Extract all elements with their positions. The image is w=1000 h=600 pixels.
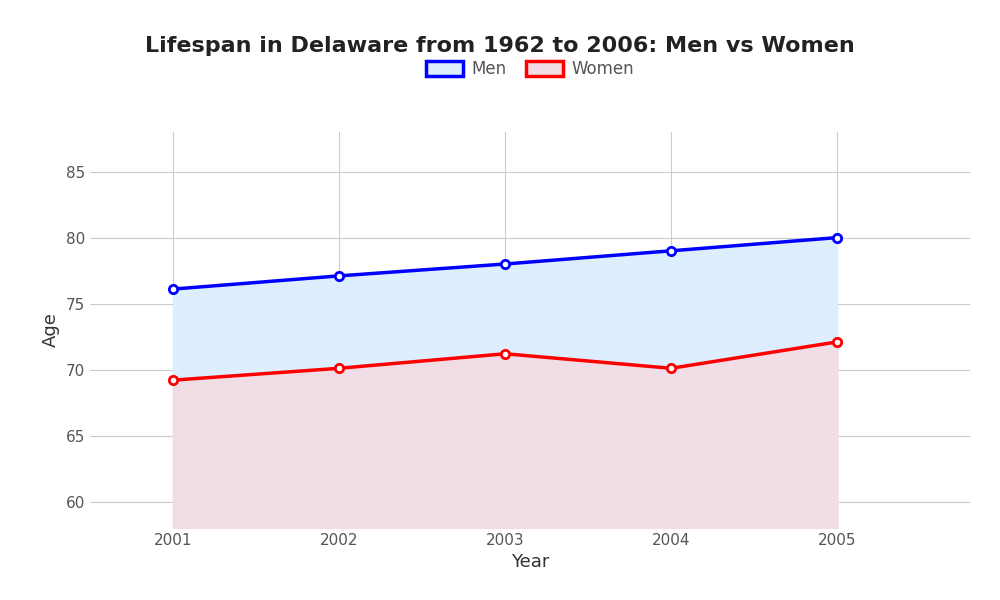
Text: Lifespan in Delaware from 1962 to 2006: Men vs Women: Lifespan in Delaware from 1962 to 2006: … [145,36,855,56]
Legend: Men, Women: Men, Women [419,53,641,85]
Y-axis label: Age: Age [42,313,60,347]
X-axis label: Year: Year [511,553,549,571]
